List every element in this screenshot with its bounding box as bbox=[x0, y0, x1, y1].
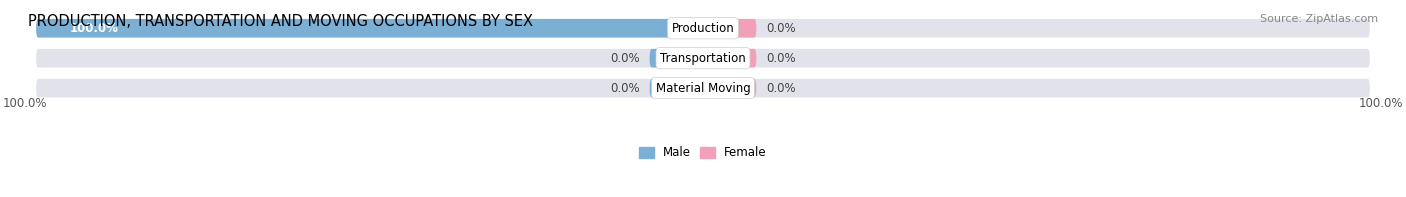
FancyBboxPatch shape bbox=[703, 19, 756, 37]
Text: 100.0%: 100.0% bbox=[3, 97, 48, 110]
FancyBboxPatch shape bbox=[37, 19, 703, 37]
Text: Source: ZipAtlas.com: Source: ZipAtlas.com bbox=[1260, 14, 1378, 24]
Text: Material Moving: Material Moving bbox=[655, 82, 751, 95]
FancyBboxPatch shape bbox=[37, 49, 1369, 67]
Text: 0.0%: 0.0% bbox=[766, 82, 796, 95]
Text: Production: Production bbox=[672, 22, 734, 35]
Text: 100.0%: 100.0% bbox=[69, 22, 118, 35]
FancyBboxPatch shape bbox=[37, 79, 1369, 97]
Text: 0.0%: 0.0% bbox=[610, 52, 640, 65]
Text: 0.0%: 0.0% bbox=[766, 52, 796, 65]
Legend: Male, Female: Male, Female bbox=[634, 142, 772, 164]
Text: 0.0%: 0.0% bbox=[610, 82, 640, 95]
Text: PRODUCTION, TRANSPORTATION AND MOVING OCCUPATIONS BY SEX: PRODUCTION, TRANSPORTATION AND MOVING OC… bbox=[28, 14, 533, 29]
FancyBboxPatch shape bbox=[650, 79, 703, 97]
FancyBboxPatch shape bbox=[37, 19, 1369, 37]
FancyBboxPatch shape bbox=[650, 49, 703, 67]
Text: Transportation: Transportation bbox=[661, 52, 745, 65]
Text: 100.0%: 100.0% bbox=[1358, 97, 1403, 110]
FancyBboxPatch shape bbox=[703, 49, 756, 67]
FancyBboxPatch shape bbox=[703, 79, 756, 97]
Text: 0.0%: 0.0% bbox=[766, 22, 796, 35]
